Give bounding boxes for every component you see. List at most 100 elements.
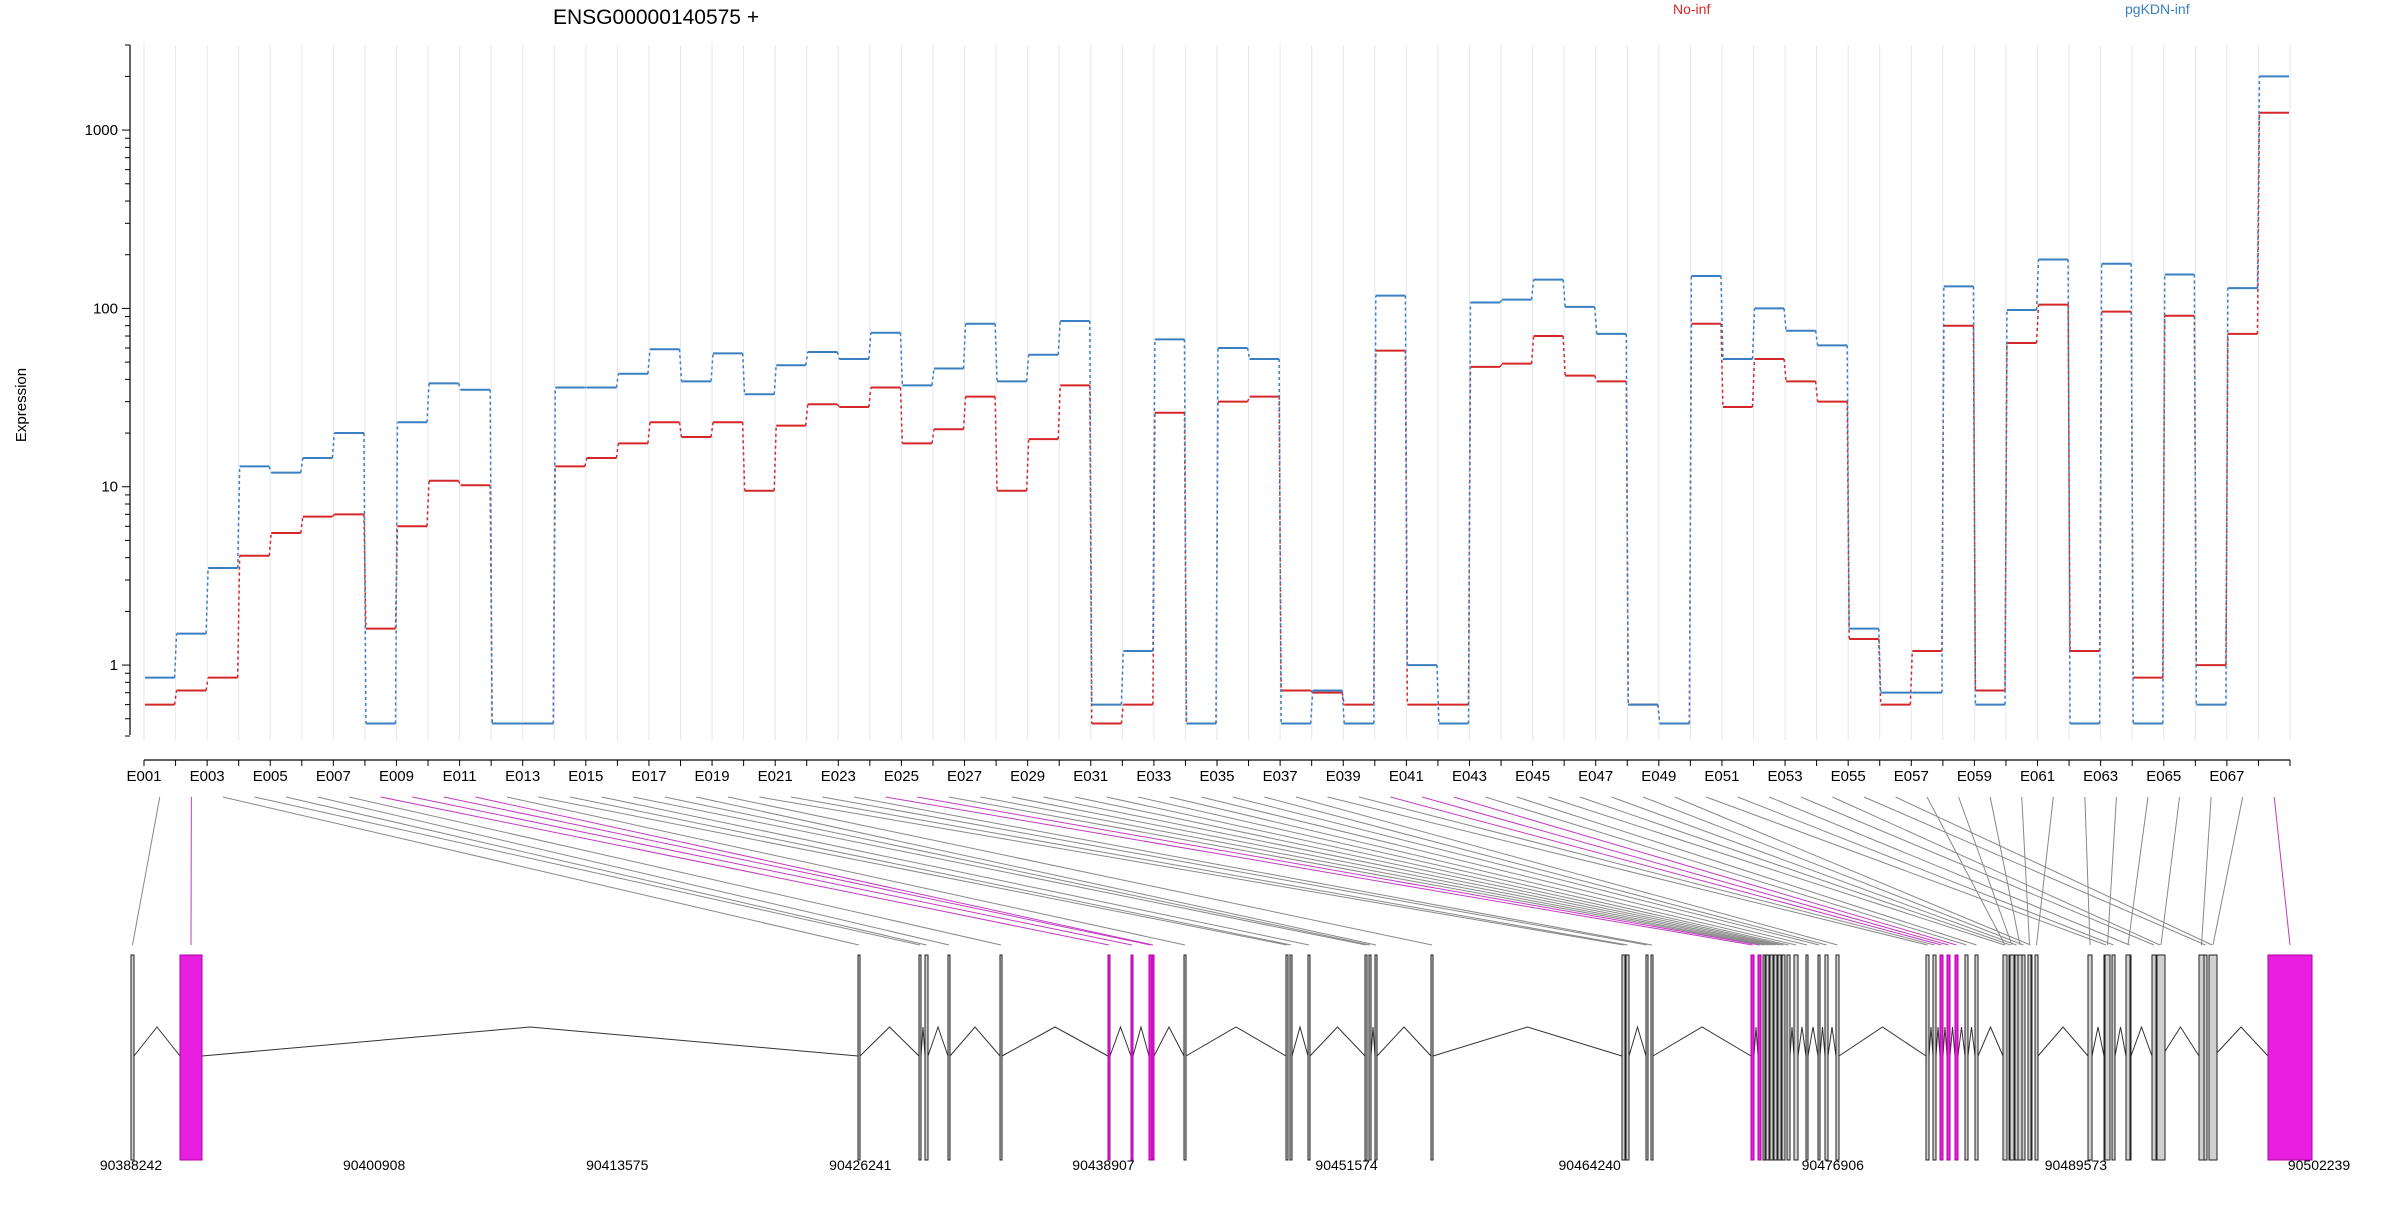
intron-line: [1154, 1027, 1184, 1056]
series-transition: [900, 333, 902, 386]
series-transition: [301, 458, 303, 473]
exon-box: [2268, 955, 2312, 1160]
intron-line: [1433, 1027, 1622, 1056]
exon-box: [2003, 955, 2007, 1160]
intron-line: [1936, 1027, 1940, 1056]
x-tick-label: E031: [1073, 768, 1108, 785]
x-tick-label: E013: [505, 768, 540, 785]
intron-line: [1371, 1027, 1375, 1056]
exon-box: [925, 955, 928, 1160]
x-tick-label: E007: [316, 768, 351, 785]
genomic-coordinate-label: 90413575: [586, 1157, 649, 1173]
exon-box: [1152, 955, 1154, 1160]
series-transition: [711, 422, 713, 437]
x-tick-label: E021: [758, 768, 793, 785]
x-tick-label: E005: [253, 768, 288, 785]
series-transition: [175, 691, 177, 705]
exon-connector: [602, 797, 1309, 945]
x-tick-label: E059: [1957, 768, 1992, 785]
exon-box: [1787, 955, 1790, 1160]
series-transition: [238, 556, 240, 678]
series-transition: [1500, 364, 1502, 367]
series-transition: [2100, 264, 2102, 724]
exon-connector: [538, 797, 1287, 945]
series-transition: [1816, 331, 1818, 346]
intron-line: [1186, 1027, 1286, 1056]
exon-connector: [133, 797, 160, 945]
exon-connector: [980, 797, 1767, 945]
exon-connector: [349, 797, 1001, 945]
exon-connector: [254, 797, 920, 945]
intron-line: [1820, 1027, 1825, 1056]
y-tick-label: 1: [110, 657, 118, 674]
exon-box: [1774, 955, 1777, 1160]
intron-line: [1292, 1027, 1308, 1056]
exon-connector: [1769, 797, 2129, 945]
x-tick-label: E037: [1263, 768, 1298, 785]
intron-line: [1958, 1027, 1965, 1056]
exon-box: [1782, 955, 1785, 1160]
exon-connector: [2274, 797, 2290, 945]
exon-connector: [2202, 797, 2212, 945]
y-tick-label: 1000: [85, 122, 118, 139]
intron-line: [1790, 1027, 1794, 1056]
exon-connector: [1517, 797, 1977, 945]
intron-line: [1929, 1027, 1933, 1056]
exon-box: [2028, 955, 2031, 1160]
exon-connector: [318, 797, 949, 945]
x-tick-label: E015: [568, 768, 603, 785]
exon-connector: [1485, 797, 1966, 945]
x-tick-label: E057: [1894, 768, 1929, 785]
exon-box: [1836, 955, 1839, 1160]
x-tick-label: E045: [1515, 768, 1550, 785]
intron-line: [928, 1027, 948, 1056]
intron-line: [2162, 1027, 2199, 1056]
exon-box: [2112, 955, 2115, 1160]
x-tick-label: E025: [884, 768, 919, 785]
series-transition: [1216, 348, 1218, 724]
exon-box: [1286, 955, 1288, 1160]
x-tick-label: E047: [1578, 768, 1613, 785]
exon-box: [1626, 955, 1629, 1160]
exon-box: [180, 955, 202, 1160]
exon-connector: [1864, 797, 2206, 945]
x-tick-label: E043: [1452, 768, 1487, 785]
intron-line: [1828, 1027, 1836, 1056]
series-transition: [1027, 439, 1029, 491]
exon-connector: [2161, 797, 2180, 945]
intron-line: [2131, 1027, 2152, 1056]
intron-line: [1377, 1027, 1431, 1056]
exon-box: [1290, 955, 1292, 1160]
intron-line: [2214, 1027, 2268, 1056]
series-transition: [1500, 300, 1502, 303]
exon-box: [1763, 955, 1765, 1160]
exon-box: [1955, 955, 1958, 1160]
series-transition: [932, 429, 934, 443]
intron-line: [1002, 1027, 1108, 1056]
series-transition: [837, 404, 839, 407]
x-tick-label: E061: [2020, 768, 2055, 785]
x-tick-label: E033: [1136, 768, 1171, 785]
exon-box: [2010, 955, 2014, 1160]
exon-box: [1365, 955, 1367, 1160]
exon-connector: [1990, 797, 2020, 945]
exon-connector: [475, 797, 1153, 945]
exon-box: [1651, 955, 1653, 1160]
chart-title: ENSG00000140575 +: [553, 6, 759, 29]
series-transition: [2131, 264, 2133, 724]
intron-line: [950, 1027, 1000, 1056]
series-transition: [932, 369, 934, 386]
exon-box: [1933, 955, 1936, 1160]
x-tick-label: E029: [1010, 768, 1045, 785]
x-tick-label: E051: [1704, 768, 1739, 785]
series-transition: [332, 514, 334, 516]
exon-box: [2209, 955, 2217, 1160]
exon-box: [1431, 955, 1433, 1160]
genomic-coordinate-label: 90426241: [829, 1157, 892, 1173]
exon-box: [1751, 955, 1754, 1160]
exon-box: [858, 955, 860, 1160]
series-transition: [680, 422, 682, 437]
